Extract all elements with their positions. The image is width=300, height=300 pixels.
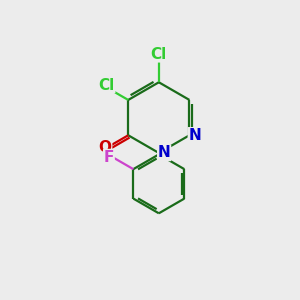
- Text: O: O: [99, 140, 112, 155]
- Text: N: N: [188, 128, 201, 143]
- Text: N: N: [158, 146, 170, 160]
- Text: F: F: [104, 150, 114, 165]
- Text: Cl: Cl: [151, 47, 167, 62]
- Text: Cl: Cl: [98, 78, 115, 93]
